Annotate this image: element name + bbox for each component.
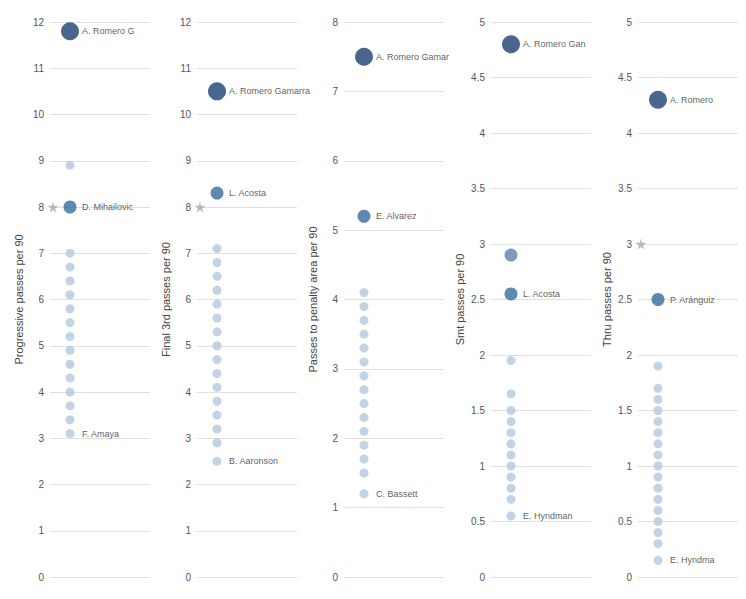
- svg-text:1: 1: [185, 525, 191, 536]
- svg-text:F. Amaya: F. Amaya: [82, 429, 119, 439]
- svg-text:1: 1: [332, 502, 338, 513]
- svg-text:E. Hyndma: E. Hyndma: [670, 555, 715, 565]
- svg-text:8: 8: [38, 202, 44, 213]
- svg-text:1: 1: [626, 461, 632, 472]
- svg-text:C. Bassett: C. Bassett: [376, 489, 418, 499]
- svg-text:A. Romero Gamarra: A. Romero Gamarra: [229, 86, 310, 96]
- svg-text:9: 9: [185, 155, 191, 166]
- svg-text:A. Romero: A. Romero: [670, 95, 713, 105]
- svg-text:2.5: 2.5: [471, 294, 485, 305]
- svg-text:A. Romero G: A. Romero G: [82, 26, 135, 36]
- svg-text:8: 8: [185, 202, 191, 213]
- svg-text:3: 3: [626, 239, 632, 250]
- svg-text:2: 2: [185, 479, 191, 490]
- svg-text:4: 4: [332, 294, 338, 305]
- svg-text:2: 2: [332, 433, 338, 444]
- svg-text:4: 4: [479, 128, 485, 139]
- svg-text:Progressive passes per 90: Progressive passes per 90: [13, 234, 25, 364]
- svg-text:4.5: 4.5: [471, 72, 485, 83]
- svg-text:1: 1: [38, 525, 44, 536]
- svg-text:5: 5: [332, 225, 338, 236]
- svg-text:0.5: 0.5: [618, 516, 632, 527]
- svg-text:12: 12: [33, 17, 45, 28]
- svg-text:3: 3: [38, 433, 44, 444]
- svg-text:11: 11: [34, 63, 45, 74]
- svg-text:2: 2: [479, 350, 485, 361]
- svg-text:4: 4: [38, 387, 44, 398]
- svg-text:5: 5: [479, 17, 485, 28]
- svg-text:0: 0: [332, 572, 338, 583]
- svg-text:11: 11: [181, 63, 192, 74]
- svg-text:7: 7: [332, 86, 338, 97]
- svg-text:5: 5: [38, 340, 44, 351]
- svg-text:6: 6: [185, 294, 191, 305]
- svg-text:P. Aránguiz: P. Aránguiz: [670, 295, 715, 305]
- svg-text:0: 0: [38, 572, 44, 583]
- svg-text:A. Romero Gamar: A. Romero Gamar: [376, 52, 449, 62]
- svg-text:3.5: 3.5: [471, 183, 485, 194]
- svg-text:10: 10: [33, 109, 45, 120]
- svg-text:B. Aaronson: B. Aaronson: [229, 456, 278, 466]
- svg-text:L. Acosta: L. Acosta: [229, 188, 266, 198]
- svg-text:9: 9: [38, 155, 44, 166]
- svg-text:4: 4: [185, 387, 191, 398]
- svg-text:A. Romero Gan: A. Romero Gan: [523, 39, 586, 49]
- svg-text:10: 10: [180, 109, 192, 120]
- svg-text:Thru passes per 90: Thru passes per 90: [601, 252, 613, 347]
- svg-text:Final 3rd passes per 90: Final 3rd passes per 90: [160, 242, 172, 357]
- svg-text:E. Alvarez: E. Alvarez: [376, 211, 417, 221]
- svg-text:1: 1: [479, 461, 485, 472]
- svg-text:1.5: 1.5: [618, 405, 632, 416]
- svg-text:2: 2: [626, 350, 632, 361]
- svg-text:E. Hyndman: E. Hyndman: [523, 511, 573, 521]
- svg-text:4.5: 4.5: [618, 72, 632, 83]
- svg-text:D. Mihailovic: D. Mihailovic: [82, 202, 134, 212]
- svg-text:12: 12: [180, 17, 192, 28]
- svg-text:6: 6: [332, 155, 338, 166]
- svg-text:0.5: 0.5: [471, 516, 485, 527]
- svg-text:Passes to penalty area per 90: Passes to penalty area per 90: [307, 226, 319, 372]
- svg-text:Smt passes per 90: Smt passes per 90: [454, 254, 466, 346]
- svg-text:0: 0: [479, 572, 485, 583]
- svg-text:L. Acosta: L. Acosta: [523, 289, 560, 299]
- svg-text:3: 3: [332, 363, 338, 374]
- svg-text:3: 3: [185, 433, 191, 444]
- svg-text:7: 7: [38, 248, 44, 259]
- svg-text:2.5: 2.5: [618, 294, 632, 305]
- svg-text:5: 5: [185, 340, 191, 351]
- svg-text:7: 7: [185, 248, 191, 259]
- svg-text:5: 5: [626, 17, 632, 28]
- svg-text:0: 0: [185, 572, 191, 583]
- svg-text:1.5: 1.5: [471, 405, 485, 416]
- svg-text:3: 3: [479, 239, 485, 250]
- svg-text:8: 8: [332, 17, 338, 28]
- svg-text:0: 0: [626, 572, 632, 583]
- svg-text:3.5: 3.5: [618, 183, 632, 194]
- svg-text:4: 4: [626, 128, 632, 139]
- svg-text:2: 2: [38, 479, 44, 490]
- svg-text:6: 6: [38, 294, 44, 305]
